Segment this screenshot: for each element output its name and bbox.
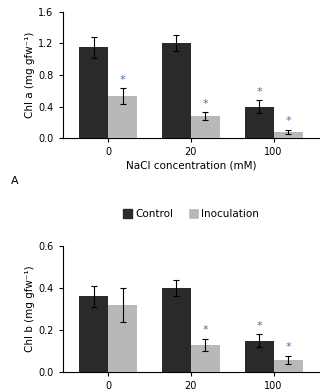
Bar (274, 132, 303, 138)
Text: *: * (285, 116, 291, 127)
Text: *: * (202, 99, 208, 109)
Bar (162, 288, 191, 372)
Bar (108, 96, 137, 138)
Bar (79, 47, 108, 138)
Bar (191, 116, 220, 138)
Bar (245, 107, 274, 138)
Bar (79, 296, 108, 372)
Text: *: * (120, 75, 125, 85)
Bar (274, 360, 303, 372)
X-axis label: NaCl concentration (mM): NaCl concentration (mM) (126, 160, 256, 170)
Y-axis label: Chl a (mg gfw⁻¹): Chl a (mg gfw⁻¹) (25, 32, 35, 118)
Bar (191, 345, 220, 372)
Text: *: * (256, 321, 262, 331)
Y-axis label: Chl b (mg gfw⁻¹): Chl b (mg gfw⁻¹) (25, 266, 35, 352)
Text: *: * (256, 87, 262, 97)
Bar (245, 341, 274, 372)
Bar (108, 305, 137, 372)
Text: A: A (11, 176, 19, 186)
Text: *: * (202, 325, 208, 336)
Bar (162, 44, 191, 138)
Legend: Control, Inoculation: Control, Inoculation (123, 209, 259, 219)
Text: *: * (285, 342, 291, 352)
